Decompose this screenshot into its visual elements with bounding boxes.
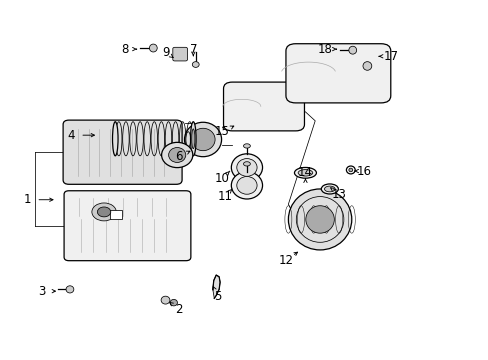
Ellipse shape xyxy=(161,296,169,304)
FancyBboxPatch shape xyxy=(110,211,122,220)
Ellipse shape xyxy=(170,300,177,306)
Text: 17: 17 xyxy=(383,50,397,63)
Text: 6: 6 xyxy=(175,150,182,163)
Ellipse shape xyxy=(192,62,199,67)
Ellipse shape xyxy=(288,189,351,250)
FancyBboxPatch shape xyxy=(223,82,304,131)
FancyBboxPatch shape xyxy=(172,47,187,61)
Ellipse shape xyxy=(296,197,343,242)
Text: 9: 9 xyxy=(163,46,170,59)
Text: 15: 15 xyxy=(215,125,229,138)
Text: 5: 5 xyxy=(214,290,221,303)
Ellipse shape xyxy=(112,122,118,156)
Ellipse shape xyxy=(294,167,316,178)
Text: 18: 18 xyxy=(317,42,332,55)
Ellipse shape xyxy=(324,186,334,192)
FancyBboxPatch shape xyxy=(63,120,182,184)
Ellipse shape xyxy=(348,168,352,172)
Text: 11: 11 xyxy=(217,190,232,203)
Ellipse shape xyxy=(231,154,262,181)
Ellipse shape xyxy=(236,176,257,194)
Text: 7: 7 xyxy=(189,42,197,55)
Ellipse shape xyxy=(190,122,196,156)
FancyBboxPatch shape xyxy=(64,191,190,261)
Text: 1: 1 xyxy=(24,193,31,206)
Text: 3: 3 xyxy=(39,285,46,298)
Text: 14: 14 xyxy=(297,166,312,179)
Polygon shape xyxy=(212,275,220,298)
Ellipse shape xyxy=(362,62,371,70)
Text: 8: 8 xyxy=(121,42,128,55)
Ellipse shape xyxy=(185,132,190,147)
Ellipse shape xyxy=(348,46,356,54)
Text: 12: 12 xyxy=(278,254,293,267)
Ellipse shape xyxy=(236,159,257,176)
Ellipse shape xyxy=(161,142,192,168)
Ellipse shape xyxy=(184,122,221,157)
Text: 4: 4 xyxy=(67,129,75,142)
Ellipse shape xyxy=(231,172,262,199)
Ellipse shape xyxy=(191,129,195,149)
Ellipse shape xyxy=(168,148,185,162)
Ellipse shape xyxy=(115,121,193,157)
FancyBboxPatch shape xyxy=(285,44,390,103)
Ellipse shape xyxy=(92,203,116,221)
Text: 16: 16 xyxy=(356,165,371,177)
Text: 2: 2 xyxy=(175,303,182,316)
Ellipse shape xyxy=(66,286,74,293)
Ellipse shape xyxy=(191,128,215,151)
Ellipse shape xyxy=(305,206,334,233)
Text: 10: 10 xyxy=(215,172,229,185)
Ellipse shape xyxy=(97,207,111,217)
Ellipse shape xyxy=(243,162,250,166)
Ellipse shape xyxy=(243,144,250,148)
Ellipse shape xyxy=(149,44,157,52)
Text: 13: 13 xyxy=(331,188,346,201)
Ellipse shape xyxy=(298,170,312,176)
Ellipse shape xyxy=(321,184,338,194)
